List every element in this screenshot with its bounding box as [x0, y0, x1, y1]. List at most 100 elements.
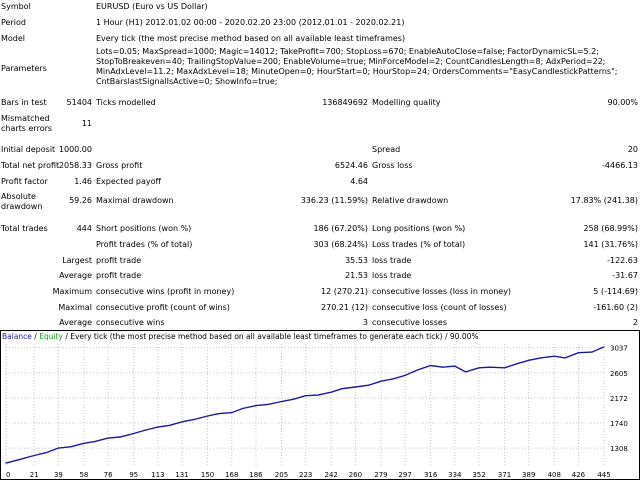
legend-rest: / Every tick (the most precise method ba… [62, 332, 479, 341]
symbol-label: Symbol [1, 2, 31, 11]
data-point [317, 394, 319, 396]
data-point [69, 446, 72, 448]
x-tick-label: 445 [597, 471, 610, 479]
pf-label: Profit factor [1, 177, 48, 186]
maximal-profit-label: consecutive profit (count of wins) [96, 303, 230, 312]
x-tick-label: 316 [424, 471, 438, 479]
profit-trades-value: 303 (68.24%) [313, 240, 368, 249]
data-point [33, 454, 35, 457]
x-tick-label: 389 [522, 471, 535, 479]
average-loss-label: loss trade [372, 271, 412, 280]
data-point [430, 364, 432, 367]
chart-grid [5, 344, 605, 466]
avg-wins-value: 3 [362, 318, 368, 327]
data-point [217, 413, 219, 415]
maximum-label: Maximum [52, 287, 92, 296]
data-point [83, 442, 85, 444]
max-wins-label: consecutive wins (profit in money) [96, 287, 235, 296]
data-point [489, 366, 491, 368]
data-point [193, 418, 195, 421]
data-point [368, 384, 370, 386]
data-point [591, 351, 593, 353]
legend-balance: Balance [2, 332, 32, 341]
max-wins-value: 12 (270.21) [321, 287, 368, 296]
y-tick-label: 2172 [610, 395, 628, 403]
y-tick-label: 2605 [610, 370, 628, 378]
absdd-value: 59.26 [69, 196, 92, 205]
x-tick-label: 334 [448, 471, 462, 479]
y-tick-label: 3037 [610, 345, 628, 353]
payoff-label: Expected payoff [96, 177, 161, 186]
loss-trades-label: Loss trades (% of total) [372, 240, 466, 249]
reldd-label: Relative drawdown [372, 196, 449, 205]
legend-equity: Equity [39, 332, 63, 341]
data-point [145, 429, 147, 431]
largest-profit-label: profit trade [96, 256, 142, 265]
data-point [133, 432, 135, 435]
avg-losses-value: 2 [632, 318, 638, 327]
y-tick-label: 1308 [610, 445, 628, 453]
x-tick-label: 279 [374, 471, 387, 479]
average-loss-value: -31.67 [612, 271, 638, 280]
model-value: Every tick (the most precise method base… [96, 34, 406, 43]
data-point [255, 404, 257, 407]
data-point [564, 357, 566, 359]
spread-value: 20 [627, 145, 638, 154]
data-point [553, 355, 555, 357]
data-point [169, 424, 171, 426]
data-point [292, 398, 295, 400]
x-tick-label: 223 [299, 471, 312, 479]
trades-label: Total trades [1, 224, 48, 233]
average-profit-label: profit trade [96, 271, 142, 280]
data-point [404, 374, 406, 376]
maxdd-value: 336.23 (11.59%) [300, 196, 368, 205]
netprofit-label: Total net profit [1, 161, 60, 170]
data-point [603, 346, 605, 348]
period-value: 1 Hour (H1) 2012.01.02 00:00 - 2020.02.2… [96, 18, 405, 27]
x-tick-label: 408 [548, 471, 561, 479]
model-label: Model [1, 34, 26, 43]
x-tick-label: 76 [104, 471, 113, 479]
average2-label: Average [59, 318, 92, 327]
x-tick-label: 131 [175, 471, 188, 479]
data-point [241, 407, 244, 410]
deposit-value: 1000.00 [58, 145, 92, 154]
chart-series [5, 346, 605, 464]
largest-loss-label: loss trade [372, 256, 412, 265]
maxdd-label: Maximal drawdown [96, 196, 174, 205]
largest-loss-value: -122.63 [607, 256, 638, 265]
payoff-value: 4.64 [350, 177, 368, 186]
ticks-label: Ticks modelled [96, 98, 156, 107]
mismatch-label: Mismatched charts errors [1, 114, 53, 133]
report-table: Symbol EURUSD (Euro vs US Dollar) Period… [1, 2, 638, 327]
chart-svg: 3037 2605 2172 1740 1308 0 21 39 58 76 95 113 131 15… [0, 330, 640, 480]
data-point [181, 421, 183, 423]
x-tick-label: 168 [225, 471, 238, 479]
data-point [478, 367, 480, 369]
parameters-value: Lots=0.05; MaxSpread=1000; Magic=14012; … [96, 47, 618, 86]
long-label: Long positions (won %) [372, 224, 466, 233]
x-tick-label: 186 [249, 471, 263, 479]
y-axis: 3037 2605 2172 1740 1308 [610, 345, 628, 453]
largest-profit-value: 35.53 [345, 256, 368, 265]
loss-trades-value: 141 (31.76%) [583, 240, 638, 249]
data-point [392, 378, 394, 380]
data-point [442, 366, 444, 368]
x-tick-label: 260 [349, 471, 362, 479]
data-point [503, 367, 506, 369]
grossloss-label: Gross loss [372, 161, 413, 170]
data-point [5, 462, 7, 464]
chart-frame [0, 330, 640, 480]
data-point [206, 415, 209, 417]
x-tick-label: 371 [498, 471, 511, 479]
maximal-loss-label: consecutive loss (count of losses) [372, 303, 507, 312]
x-tick-label: 95 [129, 471, 138, 479]
data-point [280, 400, 283, 403]
data-point [107, 437, 109, 439]
data-point [119, 436, 121, 438]
short-label: Short positions (won %) [96, 224, 192, 233]
average-label: Average [59, 271, 92, 280]
parameters-label: Parameters [1, 64, 47, 73]
x-tick-label: 58 [79, 471, 88, 479]
data-point [94, 441, 96, 443]
